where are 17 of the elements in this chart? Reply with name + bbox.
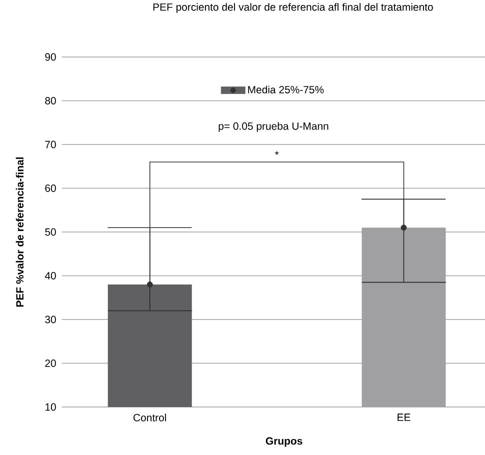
annotation: p= 0.05 prueba U-Mann: [218, 122, 328, 132]
y-tick-label: 60: [45, 184, 56, 192]
x-tick-label: EE: [398, 414, 410, 421]
y-tick-label: 30: [45, 316, 56, 324]
chart-title: PEF porciento del valor de referencia afl final del tratamiento: [153, 3, 433, 13]
y-tick-label: 70: [45, 140, 56, 148]
y-tick-label: 40: [44, 272, 56, 280]
y-tick-label: 50: [45, 228, 56, 236]
x-axis-title: Grupos: [266, 437, 302, 447]
y-tick-label: 90: [45, 53, 56, 61]
y-tick-label: 80: [45, 97, 56, 104]
y-tick-label: 20: [45, 360, 56, 367]
y-tick-label: 10: [45, 403, 56, 411]
x-tick-label: Control: [134, 414, 166, 422]
y-axis-title: PEF %valor de referencia-final: [16, 157, 24, 307]
legend-label: Media 25%-75%: [248, 86, 324, 94]
annotation: *: [274, 151, 279, 155]
